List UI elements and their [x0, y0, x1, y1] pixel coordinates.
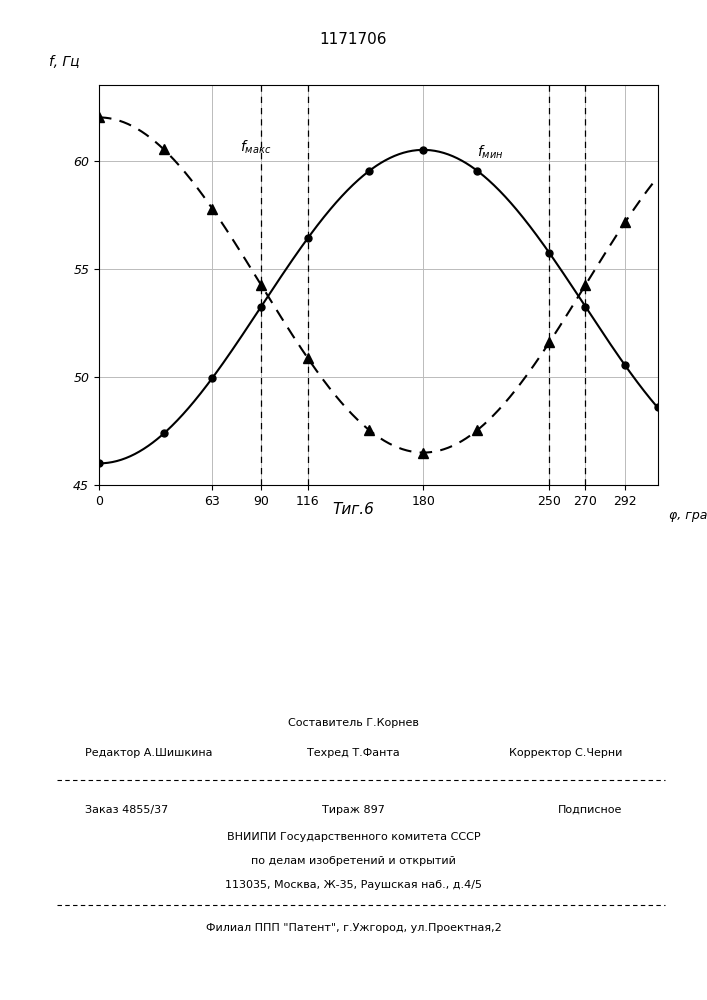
Text: φ, град: φ, град	[669, 509, 707, 522]
Text: Тираж 897: Тираж 897	[322, 805, 385, 815]
Text: Заказ 4855/37: Заказ 4855/37	[85, 805, 168, 815]
Text: 1171706: 1171706	[320, 32, 387, 47]
Text: Составитель Г.Корнев: Составитель Г.Корнев	[288, 718, 419, 728]
Text: Редактор А.Шишкина: Редактор А.Шишкина	[85, 748, 212, 758]
Text: 113035, Москва, Ж-35, Раушская наб., д.4/5: 113035, Москва, Ж-35, Раушская наб., д.4…	[225, 880, 482, 890]
Text: Подписное: Подписное	[558, 805, 622, 815]
Text: Τиг.6: Τиг.6	[332, 502, 375, 518]
Text: Техред Т.Фанта: Техред Т.Фанта	[307, 748, 400, 758]
Text: Корректор С.Черни: Корректор С.Черни	[509, 748, 622, 758]
Text: $f_{мин}$: $f_{мин}$	[477, 143, 504, 161]
Text: f, Гц: f, Гц	[49, 55, 79, 69]
Text: $f_{макс}$: $f_{макс}$	[240, 139, 271, 156]
Text: по делам изобретений и открытий: по делам изобретений и открытий	[251, 856, 456, 866]
Text: ВНИИПИ Государственного комитета СССР: ВНИИПИ Государственного комитета СССР	[227, 832, 480, 842]
Text: Филиал ППП "Патент", г.Ужгород, ул.Проектная,2: Филиал ППП "Патент", г.Ужгород, ул.Проек…	[206, 923, 501, 933]
